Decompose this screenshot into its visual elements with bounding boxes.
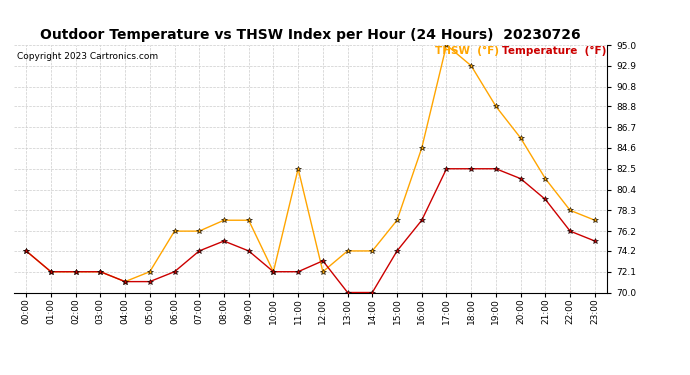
- THSW  (°F): [541, 176, 549, 181]
- THSW  (°F): [467, 63, 475, 68]
- Temperature  (°F): [244, 249, 253, 253]
- THSW  (°F): [442, 43, 451, 47]
- Temperature  (°F): [170, 270, 179, 274]
- THSW  (°F): [393, 218, 401, 222]
- THSW  (°F): [96, 270, 104, 274]
- THSW  (°F): [170, 229, 179, 233]
- Temperature  (°F): [492, 166, 500, 171]
- THSW  (°F): [344, 249, 352, 253]
- Temperature  (°F): [344, 290, 352, 295]
- THSW  (°F): [517, 136, 525, 140]
- Temperature  (°F): [541, 197, 549, 202]
- THSW  (°F): [146, 270, 154, 274]
- Temperature  (°F): [393, 249, 401, 253]
- Temperature  (°F): [591, 239, 599, 243]
- Temperature  (°F): [121, 279, 129, 284]
- Temperature  (°F): [368, 290, 377, 295]
- Temperature  (°F): [294, 270, 302, 274]
- THSW  (°F): [294, 166, 302, 171]
- Temperature  (°F): [72, 270, 80, 274]
- THSW  (°F): [566, 208, 574, 213]
- Line: Temperature  (°F): Temperature (°F): [23, 166, 598, 295]
- THSW  (°F): [591, 218, 599, 222]
- Temperature  (°F): [220, 239, 228, 243]
- THSW  (°F): [72, 270, 80, 274]
- Temperature  (°F): [442, 166, 451, 171]
- Temperature  (°F): [319, 259, 327, 263]
- THSW  (°F): [368, 249, 377, 253]
- THSW  (°F): [417, 146, 426, 150]
- Temperature  (°F): [517, 176, 525, 181]
- Text: Copyright 2023 Cartronics.com: Copyright 2023 Cartronics.com: [17, 53, 158, 62]
- Temperature  (°F): [22, 249, 30, 253]
- Temperature  (°F): [146, 279, 154, 284]
- THSW  (°F): [244, 218, 253, 222]
- Temperature  (°F): [47, 270, 55, 274]
- THSW  (°F): [195, 229, 204, 233]
- Temperature  (°F): [195, 249, 204, 253]
- THSW  (°F): [220, 218, 228, 222]
- Line: THSW  (°F): THSW (°F): [23, 42, 598, 284]
- Temperature  (°F): [96, 270, 104, 274]
- THSW  (°F): [319, 270, 327, 274]
- Temperature  (°F): [467, 166, 475, 171]
- Temperature  (°F): [566, 229, 574, 233]
- Temperature  (°F): [417, 218, 426, 222]
- THSW  (°F): [492, 104, 500, 109]
- THSW  (°F): [47, 270, 55, 274]
- THSW  (°F): [22, 249, 30, 253]
- Temperature  (°F): [269, 270, 277, 274]
- Legend: THSW  (°F), Temperature  (°F): THSW (°F), Temperature (°F): [435, 46, 606, 56]
- Title: Outdoor Temperature vs THSW Index per Hour (24 Hours)  20230726: Outdoor Temperature vs THSW Index per Ho…: [40, 28, 581, 42]
- THSW  (°F): [269, 270, 277, 274]
- THSW  (°F): [121, 279, 129, 284]
